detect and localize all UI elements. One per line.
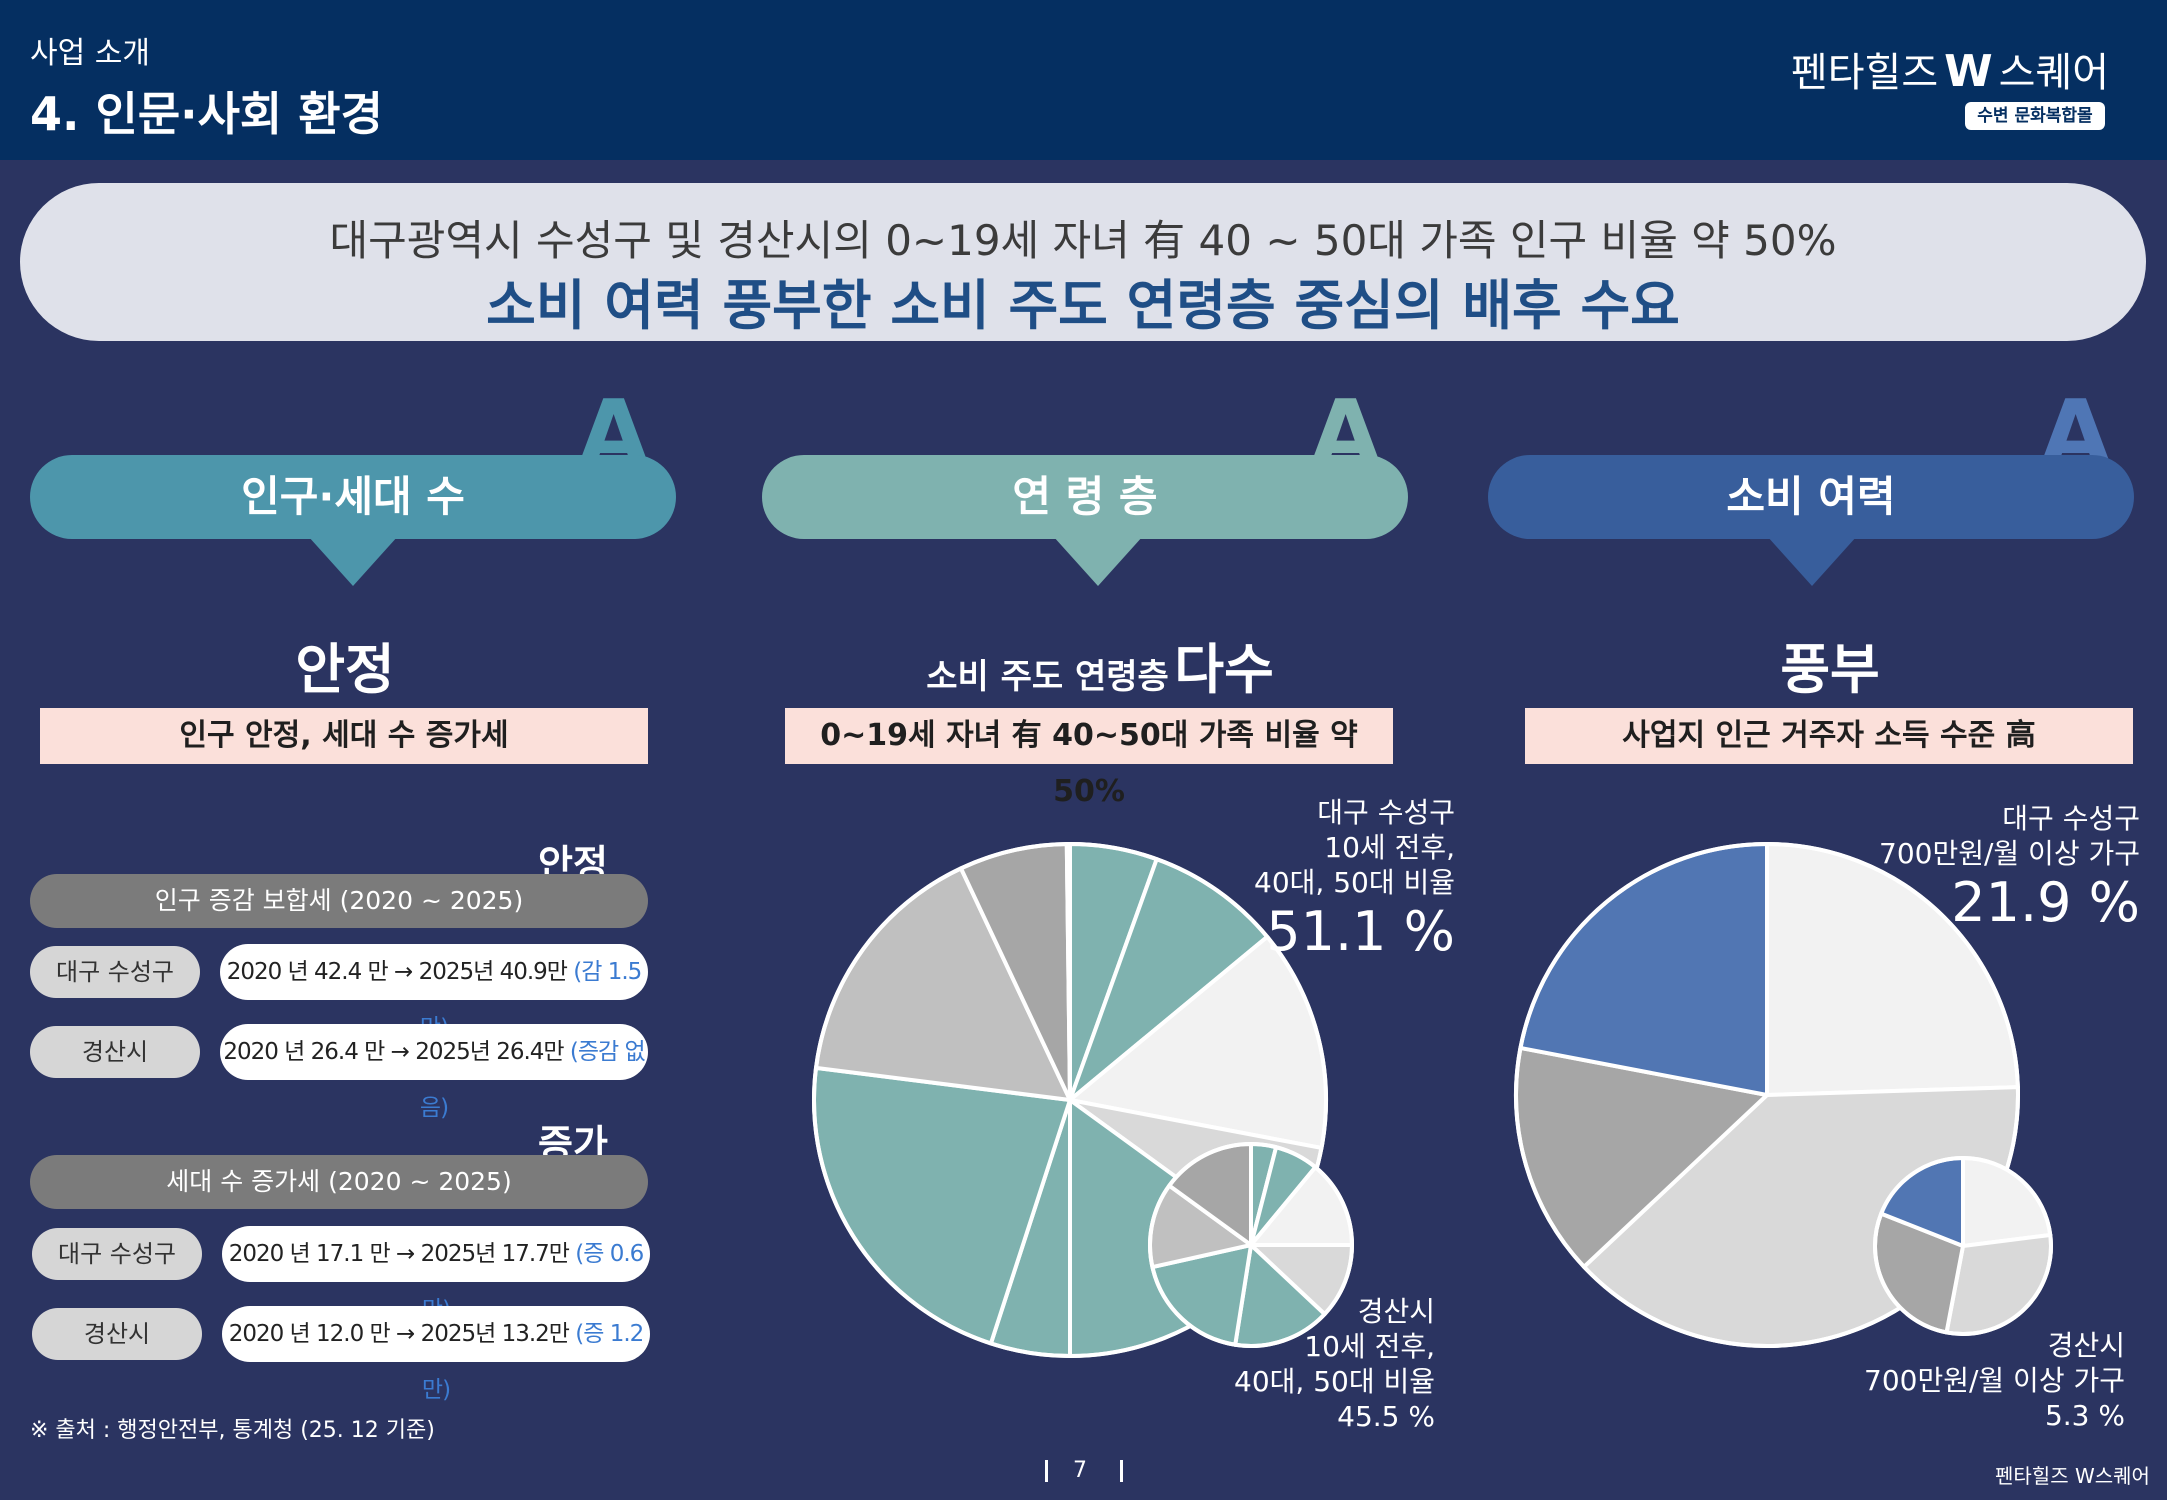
pie-outline <box>812 842 1328 1358</box>
note-line: 대구 수성구 <box>2002 802 2140 835</box>
banner-line-2: 소비 여력 풍부한 소비 주도 연령층 중심의 배후 수요 <box>486 274 1680 337</box>
heading-population: 안정 <box>295 638 395 701</box>
row-value-gyeongsan: 2020 년 26.4 만 → 2025년 26.4만 (증감 없음) <box>220 1024 648 1121</box>
note-line: 10세 전후, <box>1304 1330 1435 1363</box>
summary-banner: 대구광역시 수성구 및 경산시의 0~19세 자녀 有 40 ~ 50대 가족 … <box>20 183 2146 341</box>
subtitle-spending: 사업지 인근 거주자 소득 수준 高 <box>1525 708 2133 764</box>
note-line: 10세 전후, <box>1324 831 1455 864</box>
note-age-gyeongsan: 경산시 10세 전후, 40대, 50대 비율 45.5 % <box>1160 1294 1435 1434</box>
brand-logo: 펜타힐즈 W 스퀘어 수변 문화복합몰 <box>1790 40 2110 135</box>
row-value-text: 2020 년 42.4 만 → 2025년 40.9만 <box>226 959 574 985</box>
brand-name-right: 스퀘어 <box>1998 50 2110 96</box>
note-income-suseong: 대구 수성구 700만원/월 이상 가구 21.9 % <box>1800 801 2140 935</box>
row-value-suseong: 2020 년 42.4 만 → 2025년 40.9만 (감 1.5만) <box>220 944 648 1041</box>
population-bar: 인구 증감 보합세 (2020 ~ 2025) <box>30 874 648 928</box>
pie-outline <box>1514 842 2020 1348</box>
pie-chart-income-suseong <box>1514 842 2020 1348</box>
row-label-suseong: 대구 수성구 <box>30 946 200 998</box>
header-bar: 사업 소개 4. 인문·사회 환경 펜타힐즈 W 스퀘어 수변 문화복합몰 <box>0 0 2167 160</box>
pill-age: 연 령 층 <box>762 455 1408 539</box>
page-number: 7 <box>1073 1458 1087 1483</box>
note-line: 40대, 50대 비율 <box>1254 866 1455 899</box>
heading-age-small: 소비 주도 연령층 <box>926 657 1169 697</box>
pill-arrow <box>308 536 398 586</box>
row-value-gyeongsan: 2020 년 12.0 만 → 2025년 13.2만 (증 1.2만) <box>222 1306 650 1403</box>
pill-spending: 소비 여력 <box>1488 455 2134 539</box>
brand-name-left: 펜타힐즈 <box>1790 50 1939 96</box>
pie-outline <box>1148 1142 1354 1348</box>
page-divider <box>1045 1460 1048 1482</box>
note-line: 700만원/월 이상 가구 <box>1879 837 2140 870</box>
row-value-text: 2020 년 17.1 만 → 2025년 17.7만 <box>228 1241 576 1267</box>
pill-population: 인구·세대 수 <box>30 455 676 539</box>
note-line: 경산시 <box>2047 1329 2125 1362</box>
row-value-text: 2020 년 26.4 만 → 2025년 26.4만 <box>223 1039 570 1065</box>
note-line: 40대, 50대 비율 <box>1234 1365 1435 1398</box>
note-value: 45.5 % <box>1337 1400 1435 1433</box>
note-value: 5.3 % <box>2044 1399 2125 1432</box>
row-value-highlight: (증 1.2만) <box>421 1321 644 1403</box>
row-value-suseong: 2020 년 17.1 만 → 2025년 17.7만 (증 0.6만) <box>222 1226 650 1323</box>
note-income-gyeongsan: 경산시 700만원/월 이상 가구 5.3 % <box>1800 1328 2125 1433</box>
note-line: 경산시 <box>1357 1295 1435 1328</box>
row-label-suseong: 대구 수성구 <box>32 1228 202 1280</box>
note-value: 21.9 % <box>1951 871 2140 934</box>
note-line: 700만원/월 이상 가구 <box>1864 1364 2125 1397</box>
brand-name: 펜타힐즈 W 스퀘어 <box>1790 40 2110 98</box>
section-label: 사업 소개 <box>30 36 150 71</box>
row-value-highlight: (증감 없음) <box>419 1039 646 1121</box>
pie-outline <box>1873 1156 2053 1336</box>
pie-chart-income-gyeongsan <box>1873 1156 2053 1336</box>
heading-spending: 풍부 <box>1780 638 1880 701</box>
heading-age: 소비 주도 연령층 다수 <box>780 625 1420 704</box>
subtitle-age: 0~19세 자녀 有 40~50대 가족 비율 약 50% <box>785 708 1393 809</box>
note-age-suseong: 대구 수성구 10세 전후, 40대, 50대 비율 51.1 % <box>1160 795 1455 964</box>
footer-brand: 펜타힐즈 W스퀘어 <box>1995 1464 2150 1488</box>
row-value-text: 2020 년 12.0 만 → 2025년 13.2만 <box>228 1321 576 1347</box>
banner-line-1: 대구광역시 수성구 및 경산시의 0~19세 자녀 有 40 ~ 50대 가족 … <box>329 216 1837 265</box>
pie-chart-age-gyeongsan <box>1148 1142 1354 1348</box>
brand-w-mark: W <box>1944 46 1993 97</box>
brand-subtitle: 수변 문화복합몰 <box>1965 102 2105 130</box>
pill-arrow <box>1053 536 1143 586</box>
subtitle-population: 인구 안정, 세대 수 증가세 <box>40 708 648 764</box>
note-line: 대구 수성구 <box>1317 796 1455 829</box>
pill-arrow <box>1767 536 1857 586</box>
page-divider <box>1120 1460 1123 1482</box>
row-label-gyeongsan: 경산시 <box>30 1026 200 1078</box>
note-value: 51.1 % <box>1266 900 1455 963</box>
household-bar: 세대 수 증가세 (2020 ~ 2025) <box>30 1155 648 1209</box>
source-note: ※ 출처 : 행정안전부, 통계청 (25. 12 기준) <box>30 1418 435 1443</box>
row-label-gyeongsan: 경산시 <box>32 1308 202 1360</box>
heading-age-big: 다수 <box>1174 638 1274 701</box>
page-title: 4. 인문·사회 환경 <box>30 87 383 141</box>
